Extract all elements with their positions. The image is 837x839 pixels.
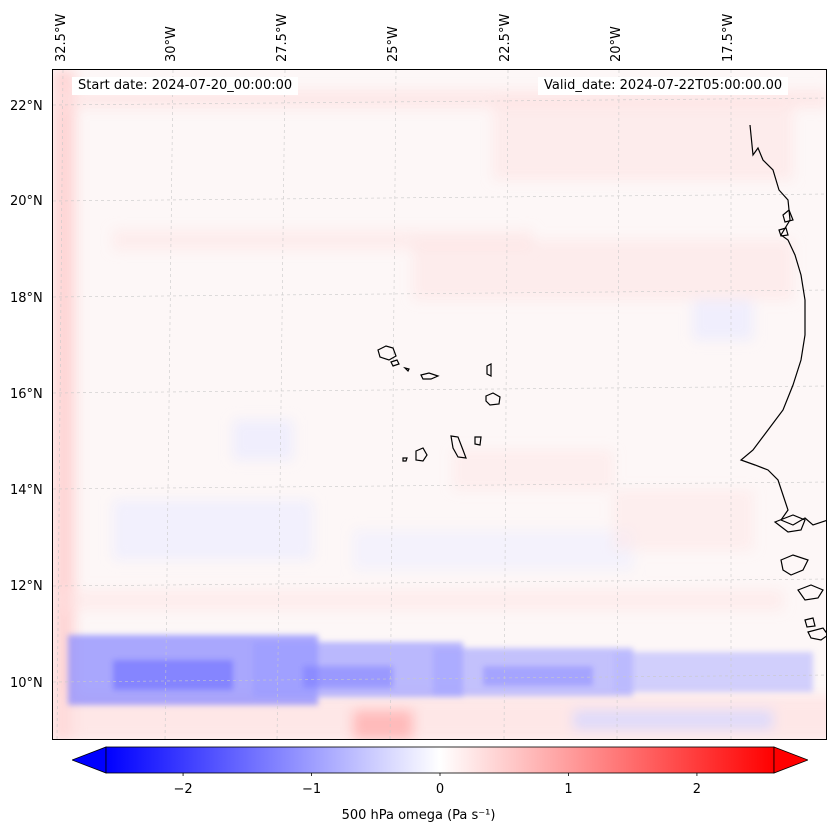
lon-label-25w: 25°W: [386, 26, 401, 62]
colorbar-tick-label-2: 0: [435, 782, 445, 797]
lat-label-14n: 14°N: [10, 483, 43, 498]
lat-label-18n: 18°N: [10, 291, 43, 306]
valid-date: Valid_date: 2024-07-22T05:00:00.00: [538, 77, 789, 95]
lat-label-12n: 12°N: [10, 579, 43, 594]
island-boa-vista: [485, 392, 501, 406]
island-brava: [402, 457, 408, 462]
colorbar-gradient: [105, 746, 775, 774]
bijagos-2: [804, 617, 816, 628]
bissau-islands: [780, 554, 809, 576]
colorbar-ticks: [182, 773, 698, 776]
lat-label-10n: 10°N: [10, 676, 43, 691]
background-field: [53, 70, 826, 739]
african-coastline: [739, 124, 826, 641]
graticule: [53, 70, 826, 739]
start-date: Start date: 2024-07-20_00:00:00: [72, 77, 299, 95]
lon-label-22-5w: 22.5°W: [498, 13, 513, 62]
island-santiago: [450, 435, 467, 459]
colorbar-tick-label-3: 1: [564, 782, 573, 797]
island-fogo: [415, 447, 428, 462]
colorbar-tick-label-4: 2: [692, 782, 702, 797]
lon-label-20w: 20°W: [609, 26, 624, 62]
map-panel: [52, 69, 827, 740]
lon-label-17-5w: 17.5°W: [721, 13, 736, 62]
colorbar-label: 500 hPa omega (Pa s⁻¹): [341, 808, 496, 823]
island-maio: [474, 436, 482, 446]
lon-label-30w: 30°W: [164, 26, 179, 62]
lat-label-22n: 22°N: [10, 99, 43, 114]
island-coast-1: [782, 209, 794, 223]
lon-label-27-5w: 27.5°W: [275, 13, 290, 62]
gambia-estuary: [773, 514, 806, 533]
coastline-main: [739, 124, 826, 526]
lon-label-32-5w: 32.5°W: [54, 13, 69, 62]
colorbar-tick-label-1: −1: [301, 782, 322, 797]
island-sao-nicolau: [420, 372, 440, 380]
bijagos-1: [797, 584, 824, 601]
cape-verde-islands: [377, 345, 501, 462]
island-santo-antao: [377, 345, 397, 361]
colorbar-extend-min: [72, 746, 107, 774]
lat-label-20n: 20°N: [10, 194, 43, 209]
bijagos-3: [807, 627, 826, 641]
colorbar-extend-max: [773, 746, 808, 774]
colorbar: [72, 746, 808, 776]
omega-field-map: [53, 70, 826, 739]
colorbar-tick-label-0: −2: [173, 782, 193, 797]
island-santa-luzia: [403, 366, 410, 373]
island-coast-2: [778, 227, 789, 237]
omega-blue-band: [68, 635, 813, 705]
lat-label-16n: 16°N: [10, 387, 43, 402]
island-sal: [486, 363, 492, 377]
island-sao-vicente: [390, 359, 400, 367]
